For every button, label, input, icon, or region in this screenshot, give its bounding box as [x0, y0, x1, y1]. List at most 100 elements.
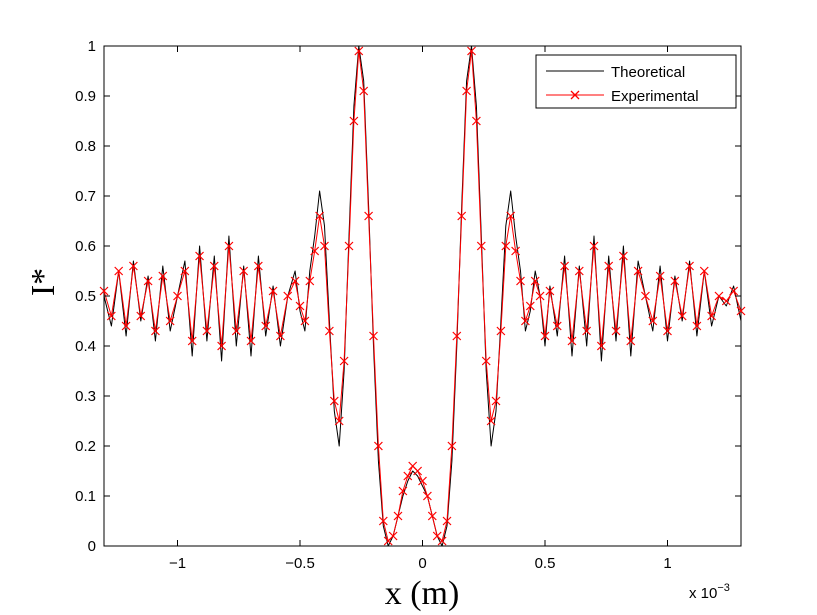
- data-point-experimental: [530, 276, 540, 286]
- data-point-experimental: [506, 211, 516, 221]
- data-point-experimental: [195, 251, 204, 261]
- data-point-experimental: [655, 271, 665, 281]
- data-point-experimental: [128, 261, 138, 271]
- data-point-experimental: [596, 341, 606, 351]
- data-point-experimental: [369, 331, 378, 341]
- data-point-experimental: [305, 276, 315, 286]
- data-point-experimental: [329, 396, 339, 406]
- data-point-experimental: [253, 261, 263, 271]
- data-point-experimental: [437, 536, 447, 546]
- x-scale-base: x 10: [689, 585, 717, 602]
- series-layer: [99, 45, 746, 547]
- data-point-experimental: [427, 511, 437, 521]
- data-point-experimental: [476, 241, 486, 251]
- data-point-experimental: [349, 116, 359, 126]
- data-point-experimental: [462, 86, 472, 96]
- y-tick-label: 0.8: [75, 138, 96, 155]
- data-point-experimental: [611, 326, 621, 336]
- data-point-experimental: [334, 416, 344, 426]
- data-point-experimental: [511, 246, 521, 256]
- data-point-experimental: [670, 276, 680, 286]
- data-point-experimental: [373, 441, 383, 451]
- data-point-experimental: [324, 326, 334, 336]
- x-scale-exponent: −3: [717, 582, 730, 594]
- legend-label-experimental: Experimental: [611, 88, 699, 105]
- data-point-experimental: [516, 276, 525, 286]
- data-point-experimental: [315, 211, 325, 221]
- data-point-experimental: [736, 306, 746, 316]
- y-tick-label: 0.7: [75, 188, 96, 205]
- data-point-experimental: [491, 396, 501, 406]
- data-point-experimental: [364, 211, 374, 221]
- data-point-experimental: [344, 241, 354, 251]
- data-point-experimental: [582, 326, 592, 336]
- data-point-experimental: [151, 326, 160, 336]
- data-point-experimental: [231, 326, 241, 336]
- data-point-experimental: [496, 326, 506, 336]
- data-point-experimental: [398, 486, 408, 496]
- data-point-experimental: [545, 286, 555, 296]
- data-point-experimental: [246, 336, 256, 346]
- data-point-experimental: [136, 311, 146, 321]
- data-point-experimental: [403, 471, 413, 481]
- data-point-experimental: [114, 266, 124, 276]
- data-point-experimental: [442, 516, 452, 526]
- data-point-experimental: [452, 331, 462, 341]
- data-point-experimental: [310, 246, 320, 256]
- y-tick-label: 0.1: [75, 488, 96, 505]
- ticks-layer: −1 −0.5 0 0.5 1 0 0.1 0.2 0.3 0.4 0.5 0.6 0.7 0.8 0.9 1: [75, 38, 741, 572]
- x-tick-label: 0.5: [535, 555, 556, 572]
- data-point-experimental: [339, 356, 349, 366]
- data-point-experimental: [540, 331, 550, 341]
- data-point-experimental: [714, 291, 724, 301]
- data-point-experimental: [158, 271, 168, 281]
- data-point-experimental: [106, 311, 116, 321]
- data-point-experimental: [239, 266, 249, 276]
- data-point-experimental: [447, 441, 457, 451]
- y-tick-label: 0: [88, 538, 96, 555]
- data-point-experimental: [567, 336, 577, 346]
- x-tick-label: 1: [663, 555, 671, 572]
- data-point-experimental: [685, 261, 694, 271]
- data-point-experimental: [224, 241, 234, 251]
- data-point-experimental: [99, 286, 109, 296]
- x-tick-label: 0: [418, 555, 426, 572]
- data-point-experimental: [641, 291, 650, 301]
- y-axis-label: I*: [25, 268, 62, 296]
- x-tick-label: −1: [169, 555, 186, 572]
- data-point-experimental: [692, 321, 702, 331]
- data-point-experimental: [535, 291, 545, 301]
- legend-box: [535, 54, 737, 109]
- data-point-experimental: [648, 316, 658, 326]
- data-point-experimental: [520, 316, 530, 326]
- data-point-experimental: [187, 336, 197, 346]
- x-tick-label: −0.5: [285, 555, 315, 572]
- data-point-experimental: [663, 326, 672, 336]
- data-point-experimental: [626, 336, 636, 346]
- data-point-experimental: [699, 266, 709, 276]
- data-point-experimental: [552, 321, 562, 331]
- data-point-experimental: [481, 356, 491, 366]
- y-tick-label: 0.9: [75, 88, 96, 105]
- x-axis-label: x (m): [385, 575, 460, 612]
- y-tick-label: 0.4: [75, 338, 96, 355]
- legend: Theoretical Experimental: [535, 54, 737, 109]
- data-point-experimental: [418, 476, 427, 486]
- data-point-experimental: [677, 311, 687, 321]
- data-point-experimental: [393, 511, 403, 521]
- data-point-experimental: [320, 241, 329, 251]
- data-point-experimental: [721, 296, 731, 306]
- data-point-experimental: [589, 241, 599, 251]
- data-point-experimental: [173, 291, 182, 301]
- data-point-experimental: [486, 416, 496, 426]
- data-point-experimental: [202, 326, 212, 336]
- data-point-experimental: [261, 321, 271, 331]
- y-tick-label: 0.2: [75, 438, 96, 455]
- data-point-experimental: [525, 301, 535, 311]
- data-point-experimental: [471, 116, 481, 126]
- data-point-experimental: [359, 86, 369, 96]
- data-point-experimental: [283, 291, 293, 301]
- data-point-experimental: [275, 331, 285, 341]
- y-tick-label: 0.6: [75, 238, 96, 255]
- y-tick-label: 0.3: [75, 388, 96, 405]
